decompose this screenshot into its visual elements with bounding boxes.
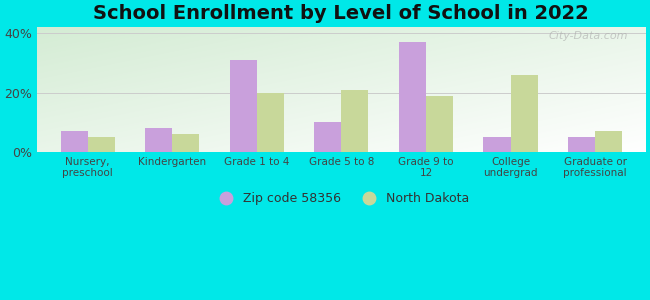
- Bar: [399, 42, 426, 152]
- Bar: [568, 137, 595, 152]
- Bar: [484, 137, 510, 152]
- Bar: [595, 131, 622, 152]
- Title: School Enrollment by Level of School in 2022: School Enrollment by Level of School in …: [94, 4, 590, 23]
- Bar: [510, 75, 538, 152]
- Bar: [172, 134, 200, 152]
- Legend: Zip code 58356, North Dakota: Zip code 58356, North Dakota: [208, 188, 474, 210]
- Bar: [145, 128, 172, 152]
- Bar: [315, 122, 341, 152]
- Bar: [88, 137, 114, 152]
- Bar: [229, 60, 257, 152]
- Bar: [341, 90, 369, 152]
- Text: City-Data.com: City-Data.com: [548, 31, 627, 41]
- Bar: [60, 131, 88, 152]
- Bar: [426, 96, 453, 152]
- Bar: [257, 93, 284, 152]
